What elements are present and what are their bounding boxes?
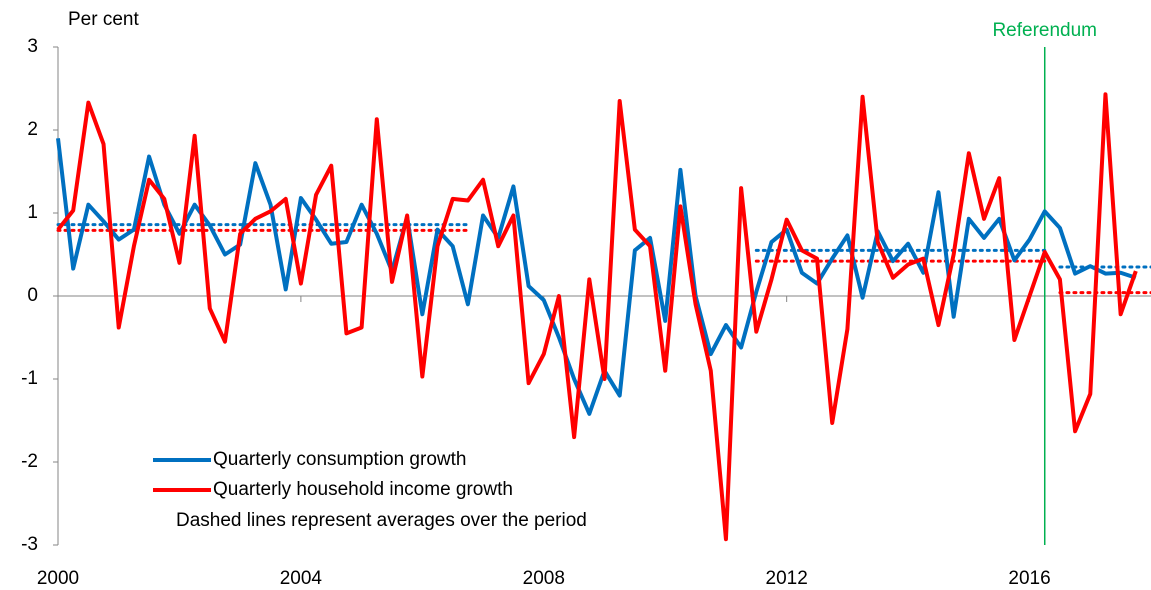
y-tick-label: 0	[27, 285, 38, 306]
x-tick-label: 2016	[1008, 568, 1050, 589]
y-tick-label: -2	[21, 451, 38, 472]
legend-label: Quarterly consumption growth	[213, 449, 466, 470]
y-axis-label: Per cent	[68, 9, 139, 30]
y-tick-label: 2	[27, 119, 38, 140]
x-tick-label: 2008	[523, 568, 565, 589]
annotation-label: Referendum	[992, 20, 1097, 41]
y-tick-label: -1	[21, 368, 38, 389]
legend-label: Quarterly household income growth	[213, 479, 513, 500]
y-tick-label: -3	[21, 534, 38, 555]
note: Dashed lines represent averages over the…	[176, 510, 587, 531]
x-tick-label: 2000	[37, 568, 79, 589]
y-tick-label: 3	[27, 36, 38, 57]
x-tick-label: 2012	[766, 568, 808, 589]
series-line	[56, 92, 1138, 542]
y-tick-label: 1	[27, 202, 38, 223]
x-tick-label: 2004	[280, 568, 323, 589]
